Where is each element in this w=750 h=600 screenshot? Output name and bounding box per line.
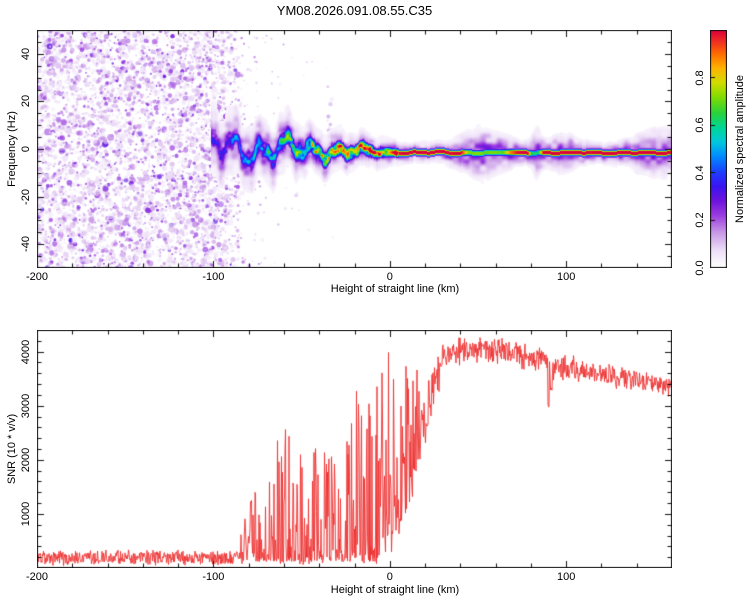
spectrogram-x-tick-label: -100: [202, 271, 225, 283]
colorbar-tick-label: 0.0: [694, 260, 706, 276]
colorbar-tick-label: 0.4: [694, 165, 706, 181]
spectrogram-y-tick-label: 0: [20, 145, 32, 153]
snr-y-tick-label: 1000: [20, 501, 32, 527]
spectrogram-y-axis-title: Frequency (Hz): [6, 111, 18, 187]
snr-x-tick-label: 0: [386, 571, 393, 583]
snr-x-axis-title: Height of straight line (km): [330, 584, 460, 596]
snr-y-tick-label: 3000: [20, 393, 32, 418]
spectrogram-y-tick-label: 20: [20, 95, 32, 108]
colorbar-tick-label: 0.6: [694, 117, 706, 133]
colorbar-title: Normalized spectral amplitude: [734, 75, 746, 223]
colorbar-tick-label: 0.2: [694, 212, 706, 229]
figure-title: YM08.2026.091.08.55.C35: [276, 3, 433, 18]
spectrogram-plot: [37, 30, 672, 268]
snr-y-tick-label: 4000: [20, 339, 32, 364]
snr-x-tick-label: -100: [202, 571, 225, 583]
spectrogram-x-tick-label: 0: [386, 271, 393, 283]
spectrogram-x-tick-label: -200: [25, 271, 49, 283]
spectrogram-x-axis-title: Height of straight line (km): [330, 283, 460, 295]
snr-y-tick-label: 2000: [20, 447, 32, 473]
snr-plot: [37, 330, 672, 568]
spectrogram-y-tick-label: -40: [20, 236, 32, 253]
snr-x-tick-label: -200: [25, 571, 49, 583]
colorbar-tick-label: 0.8: [694, 69, 706, 86]
spectrogram-x-tick-label: 100: [556, 271, 576, 283]
snr-y-axis-title: SNR (10 * v/v): [6, 413, 18, 485]
snr-x-tick-label: 100: [556, 571, 576, 583]
spectrogram-y-tick-label: 40: [20, 47, 32, 60]
spectrogram-y-tick-label: -20: [20, 188, 32, 205]
colorbar: [710, 30, 727, 268]
